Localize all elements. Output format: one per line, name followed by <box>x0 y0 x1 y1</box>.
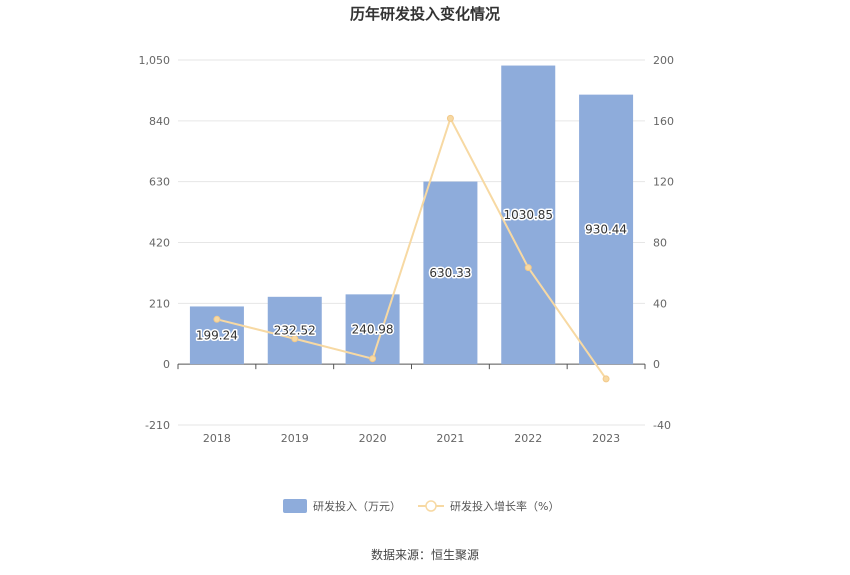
line-point <box>524 264 532 272</box>
y-left-tick-label: 0 <box>163 358 170 371</box>
bar <box>267 296 322 365</box>
bar <box>579 94 634 365</box>
legend-bar-label: 研发投入（万元） <box>313 499 401 513</box>
bar-series <box>189 65 634 365</box>
y-right-tick-label: 80 <box>653 237 667 250</box>
y-right-tick-label: 200 <box>653 54 674 67</box>
data-labels: 199.24 232.52 240.98 630.33 1030.85 930.44 <box>194 206 628 343</box>
bar-data-label: 1030.85 <box>503 208 553 222</box>
x-tick-label: 2019 <box>281 432 309 445</box>
y-right-tick-label: 120 <box>653 176 674 189</box>
bar-data-label: 630.33 <box>429 266 471 280</box>
bar <box>501 65 556 365</box>
x-tick-label: 2018 <box>203 432 231 445</box>
line-point <box>446 114 454 122</box>
y-right-tick-label: -40 <box>653 419 671 432</box>
line-point <box>369 355 377 363</box>
y-left-tick-label: 1,050 <box>139 54 171 67</box>
bar <box>423 181 478 365</box>
x-tick-label: 2020 <box>359 432 387 445</box>
line-point <box>291 335 299 343</box>
source-note: 数据来源：恒生聚源 <box>371 547 479 562</box>
axes: -210 0 210 420 630 840 1,050 -40 0 40 80 120 160 200 2… <box>139 54 675 445</box>
y-right-tick-label: 160 <box>653 115 674 128</box>
bar-data-label: 930.44 <box>585 222 627 236</box>
y-left-tick-label: 630 <box>149 176 170 189</box>
line-point <box>602 375 610 383</box>
growth-line <box>216 115 607 380</box>
y-left-tick-label: 420 <box>149 237 170 250</box>
bar-data-label: 240.98 <box>352 322 394 336</box>
y-left-tick-label: -210 <box>145 419 170 432</box>
legend-line-label: 研发投入增长率（%） <box>450 499 559 513</box>
chart-title: 历年研发投入变化情况 <box>350 5 500 23</box>
y-left-tick-label: 840 <box>149 115 170 128</box>
legend-bar-swatch <box>283 499 307 513</box>
line-point <box>213 315 221 323</box>
x-tick-label: 2023 <box>592 432 620 445</box>
y-right-tick-label: 0 <box>653 358 660 371</box>
bar-data-label: 199.24 <box>196 328 238 342</box>
legend-line-marker <box>425 500 437 512</box>
y-left-tick-label: 210 <box>149 297 170 310</box>
x-tick-label: 2022 <box>514 432 542 445</box>
grid-lines <box>178 59 645 426</box>
x-tick-label: 2021 <box>436 432 464 445</box>
line-series <box>213 114 610 383</box>
y-right-tick-label: 40 <box>653 297 667 310</box>
bar-data-label: 232.52 <box>274 323 316 337</box>
legend: 研发投入（万元） 研发投入增长率（%） <box>283 499 559 513</box>
